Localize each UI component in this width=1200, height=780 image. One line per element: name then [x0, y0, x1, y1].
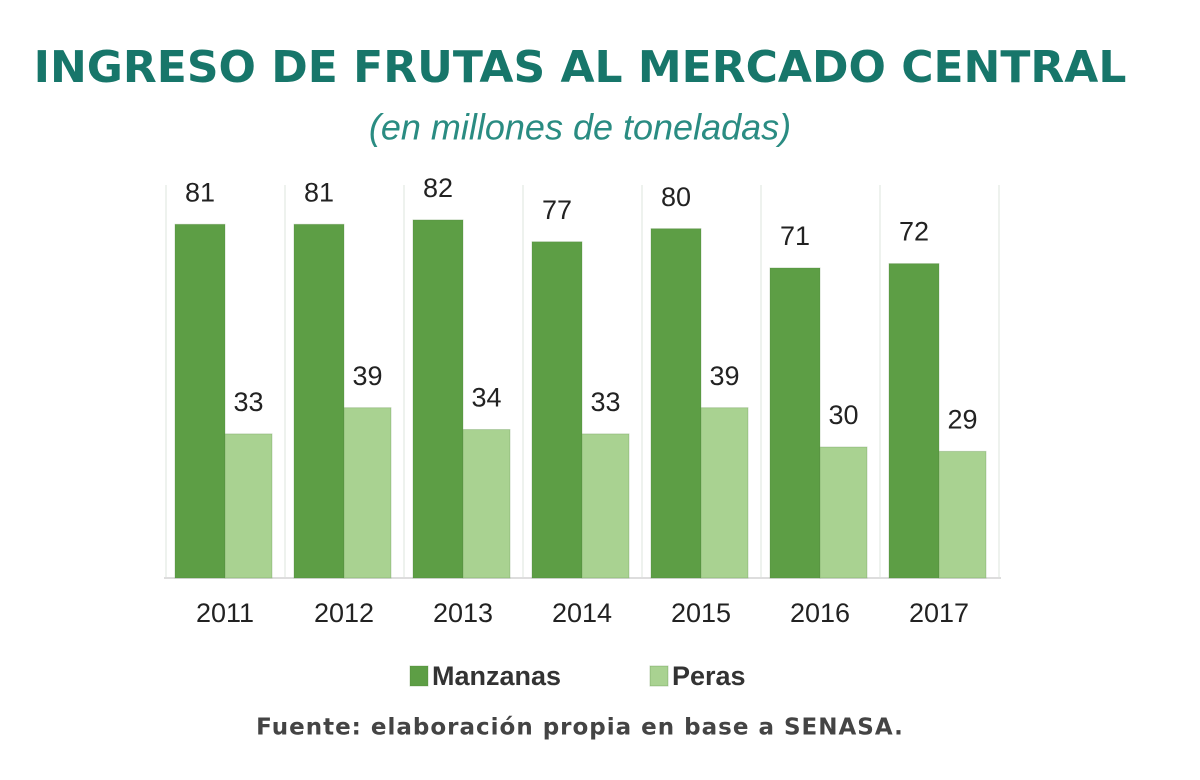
bar — [769, 267, 821, 579]
value-label: 29 — [947, 404, 977, 434]
value-label: 81 — [185, 177, 215, 207]
value-label: 77 — [542, 195, 572, 225]
x-tick-label: 2014 — [552, 598, 612, 628]
bar — [531, 241, 583, 579]
bar — [412, 219, 464, 579]
value-label: 82 — [423, 173, 453, 203]
legend-label: Manzanas — [432, 661, 561, 691]
bar — [581, 433, 630, 579]
x-tick-label: 2013 — [433, 598, 493, 628]
value-label: 33 — [233, 387, 263, 417]
value-label: 39 — [709, 361, 739, 391]
source-note: Fuente: elaboración propia en base a SEN… — [256, 715, 904, 741]
value-label: 33 — [590, 387, 620, 417]
bar — [888, 263, 940, 579]
value-label: 80 — [661, 182, 691, 212]
bar — [462, 429, 511, 579]
x-tick-label: 2011 — [196, 598, 254, 628]
bar — [700, 407, 749, 579]
x-tick-label: 2016 — [790, 598, 850, 628]
x-tick-label: 2017 — [909, 598, 969, 628]
chart-title: INGRESO DE FRUTAS AL MERCADO CENTRAL — [34, 42, 1127, 93]
x-tick-label: 2012 — [314, 598, 374, 628]
bar — [938, 450, 987, 579]
legend-swatch — [649, 665, 669, 687]
value-label: 39 — [352, 361, 382, 391]
value-label: 71 — [780, 221, 810, 251]
bar — [174, 223, 226, 579]
legend-label: Peras — [672, 661, 746, 691]
value-label: 81 — [304, 177, 334, 207]
chart-subtitle: (en millones de toneladas) — [369, 107, 791, 148]
value-label: 34 — [471, 383, 501, 413]
bar — [650, 228, 702, 579]
legend-swatch — [409, 665, 429, 687]
bar — [819, 446, 868, 579]
bar — [343, 407, 392, 579]
bar — [293, 223, 345, 579]
x-tick-label: 2015 — [671, 598, 731, 628]
bar — [224, 433, 273, 579]
value-label: 72 — [899, 217, 929, 247]
value-label: 30 — [828, 400, 858, 430]
